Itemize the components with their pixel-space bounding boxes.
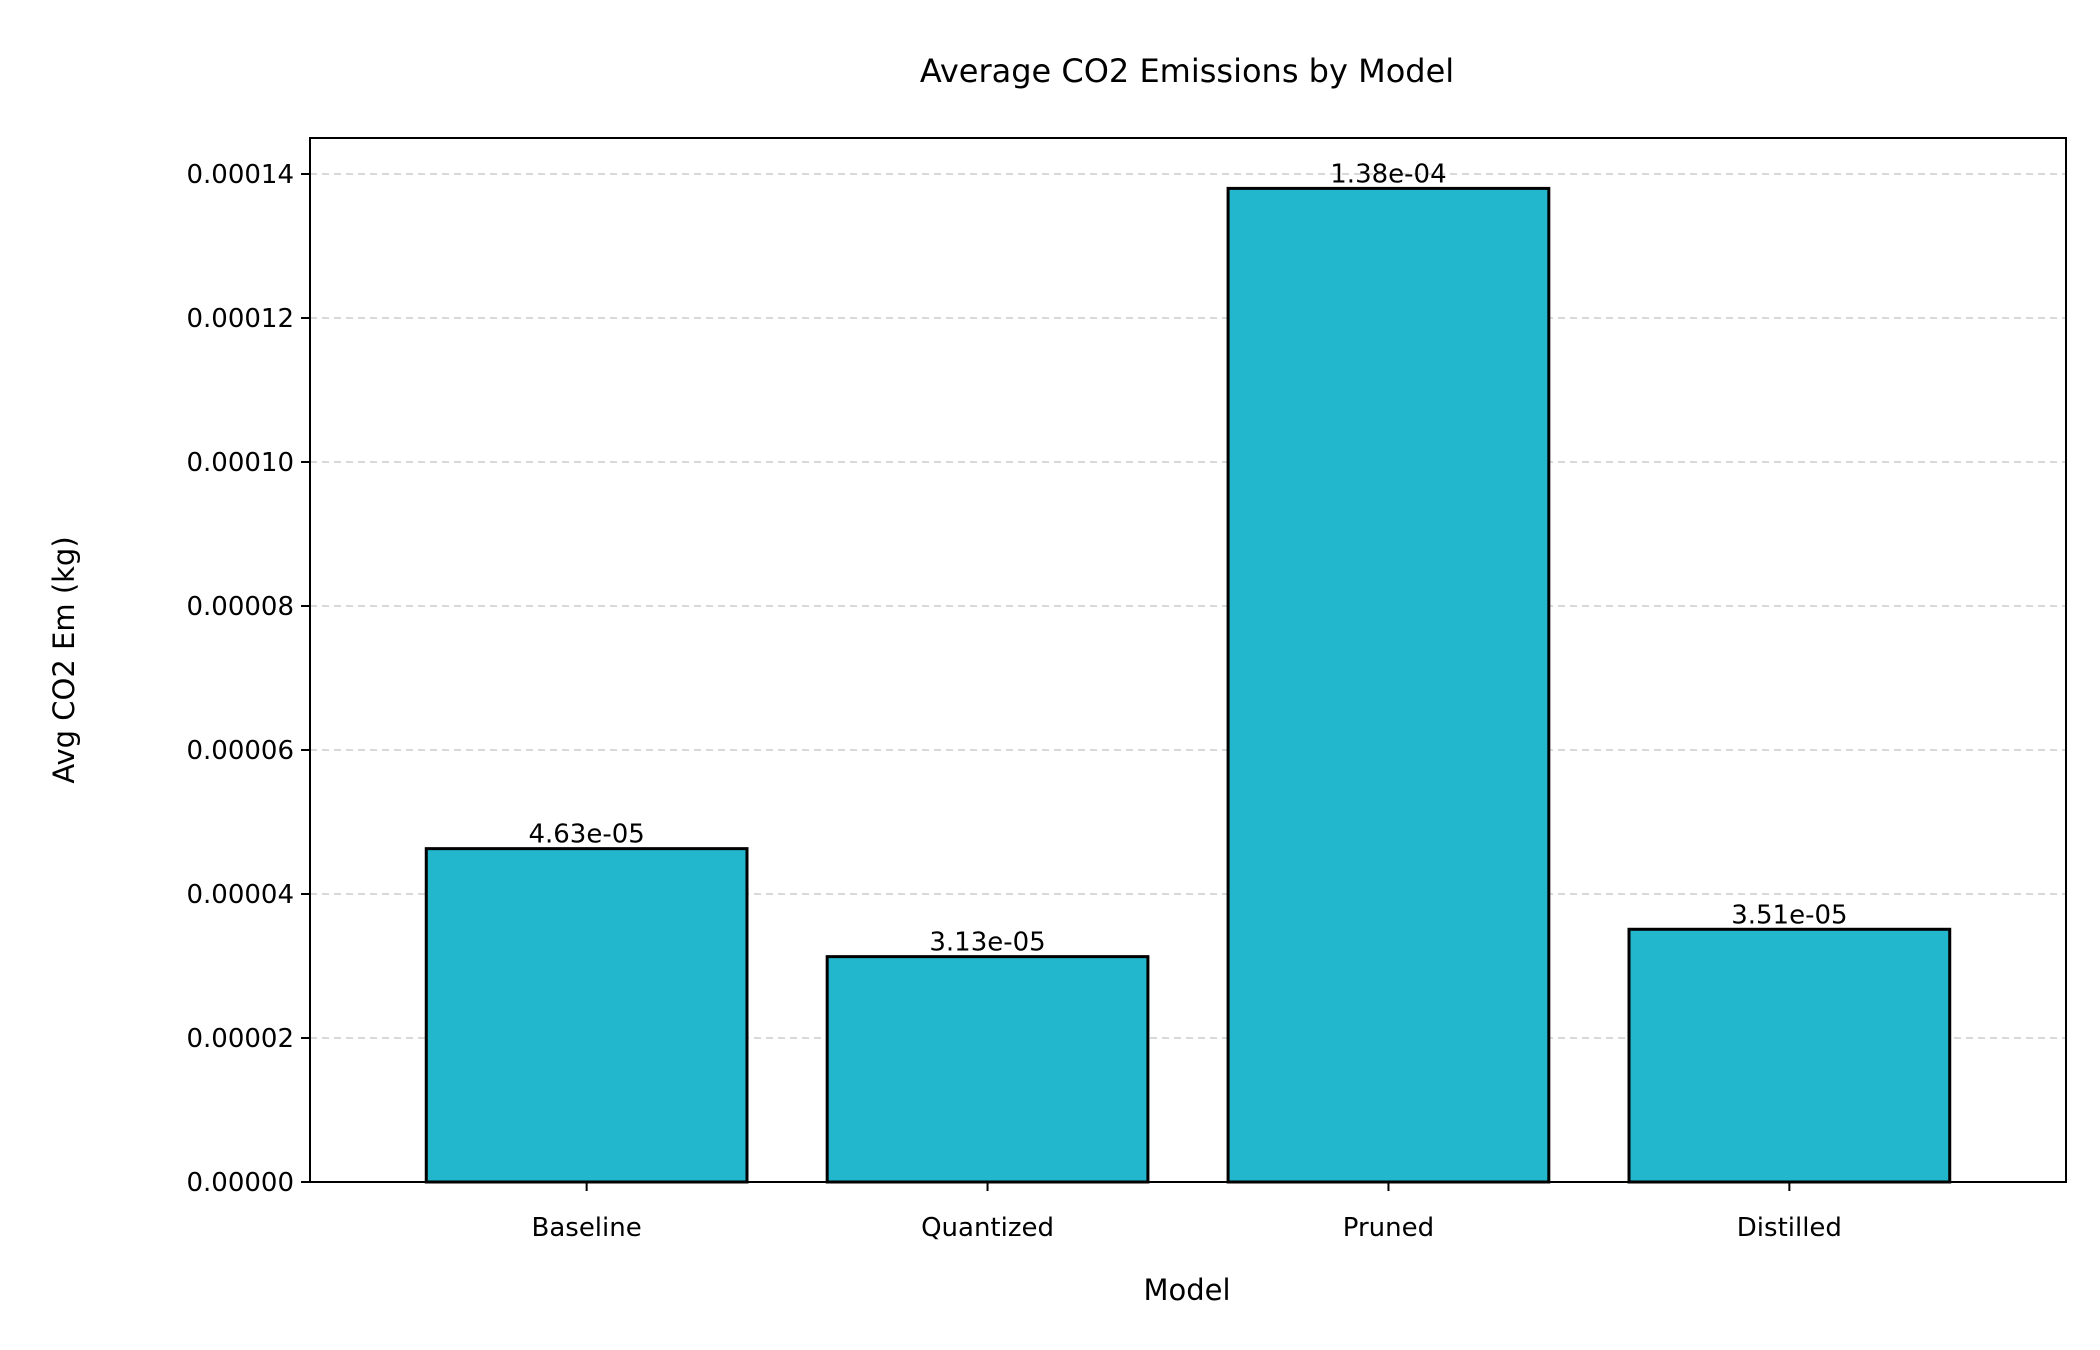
y-tick-label: 0.00010: [186, 448, 294, 478]
data-label-distilled: 3.51e-05: [1731, 900, 1847, 930]
y-tick-label: 0.00014: [186, 160, 294, 190]
y-tick-label: 0.00000: [186, 1168, 294, 1198]
bar-pruned: [1226, 186, 1551, 1184]
x-tick-label-quantized: Quantized: [921, 1213, 1054, 1243]
x-axis-ticks: Baseline Quantized Pruned Distilled: [532, 1182, 1842, 1243]
y-axis-ticks: 0.00000 0.00002 0.00004 0.00006 0.00008 0.000…: [186, 160, 310, 1198]
bar-distilled: [1627, 927, 1952, 1184]
bar-quantized: [825, 955, 1150, 1184]
y-tick-label: 0.00002: [186, 1024, 294, 1054]
data-label-baseline: 4.63e-05: [528, 820, 644, 850]
y-axis-label: Avg CO2 Em (kg): [47, 536, 81, 783]
x-tick-label-pruned: Pruned: [1343, 1213, 1434, 1243]
x-tick-label-distilled: Distilled: [1737, 1213, 1842, 1243]
data-label-pruned: 1.38e-04: [1330, 159, 1446, 189]
y-tick-label: 0.00006: [186, 736, 294, 766]
plot-frame: [309, 137, 2067, 1183]
data-labels: 4.63e-05 3.13e-05 1.38e-04 3.51e-05: [528, 159, 1847, 957]
chart-title: Average CO2 Emissions by Model: [920, 52, 1454, 90]
data-label-quantized: 3.13e-05: [929, 928, 1045, 958]
bar-baseline: [424, 847, 749, 1184]
y-tick-label: 0.00008: [186, 592, 294, 622]
bars: [424, 186, 1952, 1184]
y-tick-label: 0.00004: [186, 880, 294, 910]
x-axis-label: Model: [1143, 1273, 1230, 1307]
x-tick-label-baseline: Baseline: [532, 1213, 642, 1243]
y-tick-label: 0.00012: [186, 304, 294, 334]
